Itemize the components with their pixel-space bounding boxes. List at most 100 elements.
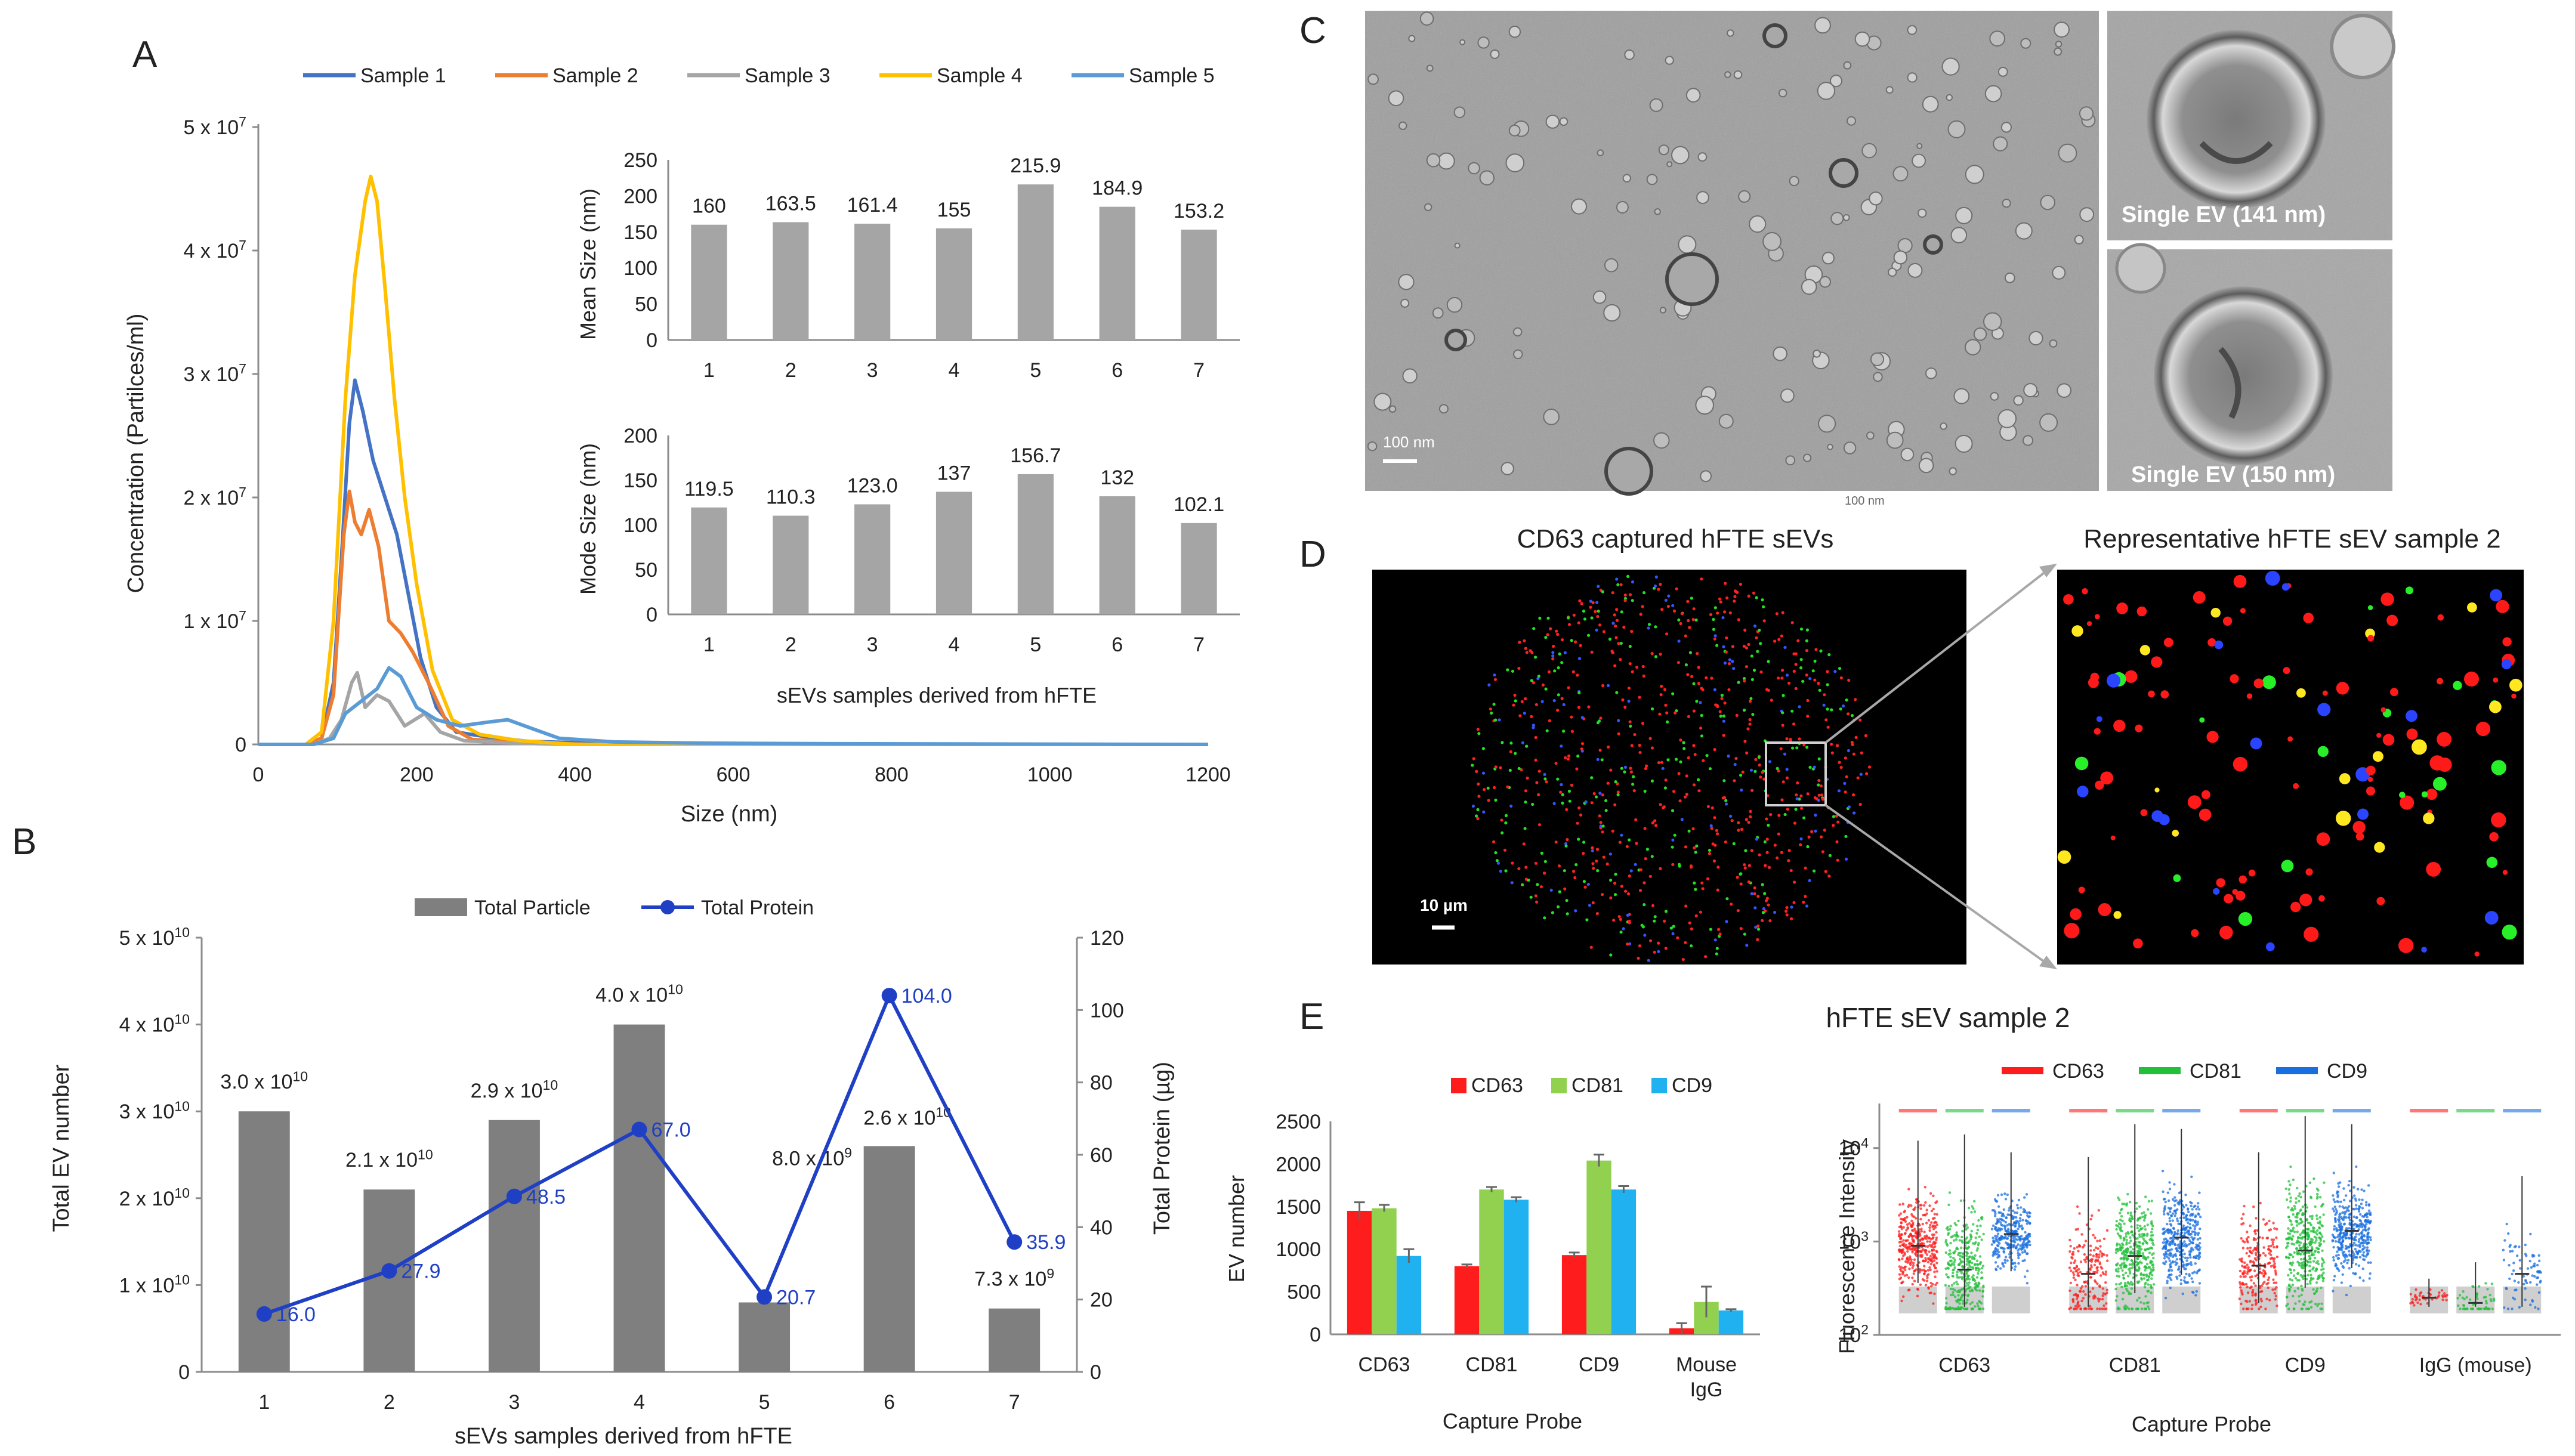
fluorescence-dot (1638, 695, 1641, 699)
fluorescence-dot (1529, 895, 1533, 899)
e2-point (1926, 1276, 1929, 1279)
panel-d-fluorescence-images: CD63 captured hFTE sEVs Representative h… (1372, 524, 2524, 969)
fluorescence-dot (1716, 832, 1719, 836)
fluorescence-dot (1534, 894, 1537, 898)
e2-point (2122, 1276, 2125, 1279)
e2-point (2260, 1300, 2263, 1303)
fluorescence-dot (1560, 744, 1563, 748)
fluorescence-dot (1764, 864, 1767, 867)
e2-point (1974, 1236, 1977, 1239)
e2-point (2301, 1307, 2304, 1310)
e2-point (1957, 1235, 1960, 1238)
zoom-fluorescence-dot (2159, 814, 2170, 826)
e2-point (2271, 1241, 2274, 1244)
tem-particle (2079, 207, 2095, 222)
tem-particle (1597, 149, 1604, 157)
e2-point (2351, 1259, 2355, 1262)
zoom-fluorescence-dot (2372, 751, 2383, 762)
zoom-fluorescence-dot (2063, 594, 2074, 605)
fluorescence-dot (1628, 921, 1631, 925)
e2-point (2185, 1204, 2188, 1207)
tem-particle (1892, 166, 1909, 182)
fluorescence-dot (1759, 642, 1762, 645)
e2-point (2267, 1278, 2270, 1281)
fluorescence-dot (1679, 622, 1682, 626)
e2-point (2343, 1215, 2346, 1218)
inset-bar (691, 224, 727, 340)
e2-point (2333, 1275, 2336, 1278)
e2-point (2079, 1290, 2082, 1293)
e2-point (1935, 1213, 1938, 1216)
e2-point (1950, 1259, 1953, 1262)
zoom-fluorescence-dot (2426, 789, 2438, 800)
fluorescence-dot (1748, 700, 1752, 703)
e2-x-tick-label: IgG (mouse) (2419, 1354, 2532, 1377)
fluorescence-dot (1609, 879, 1613, 882)
e2-point (1996, 1238, 1999, 1241)
tem-particle (1367, 73, 1379, 85)
e2-point (1932, 1207, 1935, 1211)
fluorescence-dot (1721, 796, 1725, 800)
e2-point (1935, 1238, 1938, 1241)
fluorescence-dot (1687, 619, 1690, 623)
e2-point (2197, 1269, 2200, 1272)
zoom-fluorescence-dot (2303, 613, 2314, 623)
panel-letter-c: C (1299, 10, 1326, 51)
tem-particle (1990, 392, 1999, 401)
e2-point (2262, 1275, 2265, 1278)
e2-point (1996, 1232, 2000, 1235)
panel-a-inset-x-label: sEVs samples derived from hFTE (777, 683, 1097, 707)
e2-point (2356, 1253, 2359, 1256)
e2-point (1968, 1278, 1971, 1281)
fluorescence-dot (1565, 899, 1569, 902)
e2-point (2354, 1272, 2357, 1275)
fluorescence-dot (1618, 840, 1622, 844)
fluorescence-dot (1817, 682, 1820, 685)
fluorescence-dot (1828, 854, 1832, 857)
fluorescence-dot (1750, 892, 1753, 895)
e2-point (2012, 1234, 2015, 1237)
e2-point (2082, 1245, 2085, 1249)
e2-point (1906, 1223, 1909, 1226)
fluorescence-dot (1570, 639, 1573, 642)
e2-point (1955, 1273, 1959, 1276)
fluorescence-dot (1642, 591, 1646, 595)
e2-point (2068, 1238, 2071, 1242)
fluorescence-dot (1718, 710, 1722, 713)
e2-point (2524, 1243, 2527, 1247)
fluorescence-dot (1628, 720, 1632, 724)
e2-point (2468, 1298, 2472, 1301)
fluorescence-dot (1510, 881, 1514, 885)
zoom-fluorescence-dot (2233, 574, 2247, 588)
fluorescence-dot (1657, 588, 1660, 591)
e2-point (2273, 1227, 2276, 1230)
e2-point (2021, 1226, 2024, 1230)
fluorescence-dot (1854, 698, 1857, 701)
e2-point (1976, 1228, 1980, 1232)
tem-particle (1955, 206, 1973, 224)
e2-point (2298, 1262, 2301, 1265)
zoom-fluorescence-dot (2339, 773, 2351, 784)
e2-point (2151, 1228, 2154, 1231)
e2-point (1933, 1217, 1936, 1220)
e2-point (2199, 1236, 2202, 1240)
zoom-fluorescence-dot (2501, 659, 2512, 670)
e2-point (2254, 1292, 2257, 1296)
e2-point (1949, 1264, 1952, 1267)
e2-point (1918, 1268, 1921, 1270)
panel-a-y-label: Concentration (Partilces/ml) (123, 314, 149, 593)
e2-point (2308, 1257, 2311, 1261)
fluorescence-dot (1558, 890, 1561, 894)
fluorescence-dot (1494, 718, 1498, 722)
fluorescence-dot (1731, 645, 1734, 648)
e2-point (1910, 1219, 1913, 1222)
fluorescence-dot (1740, 827, 1744, 831)
e2-point (1979, 1224, 1982, 1228)
fluorescence-dot (1558, 652, 1561, 656)
fluorescence-dot (1753, 886, 1756, 890)
e2-point (2290, 1242, 2293, 1245)
fluorescence-dot (1537, 769, 1541, 773)
e2-point (1899, 1212, 1903, 1215)
e2-point (2332, 1194, 2335, 1197)
e2-point (2533, 1254, 2536, 1257)
